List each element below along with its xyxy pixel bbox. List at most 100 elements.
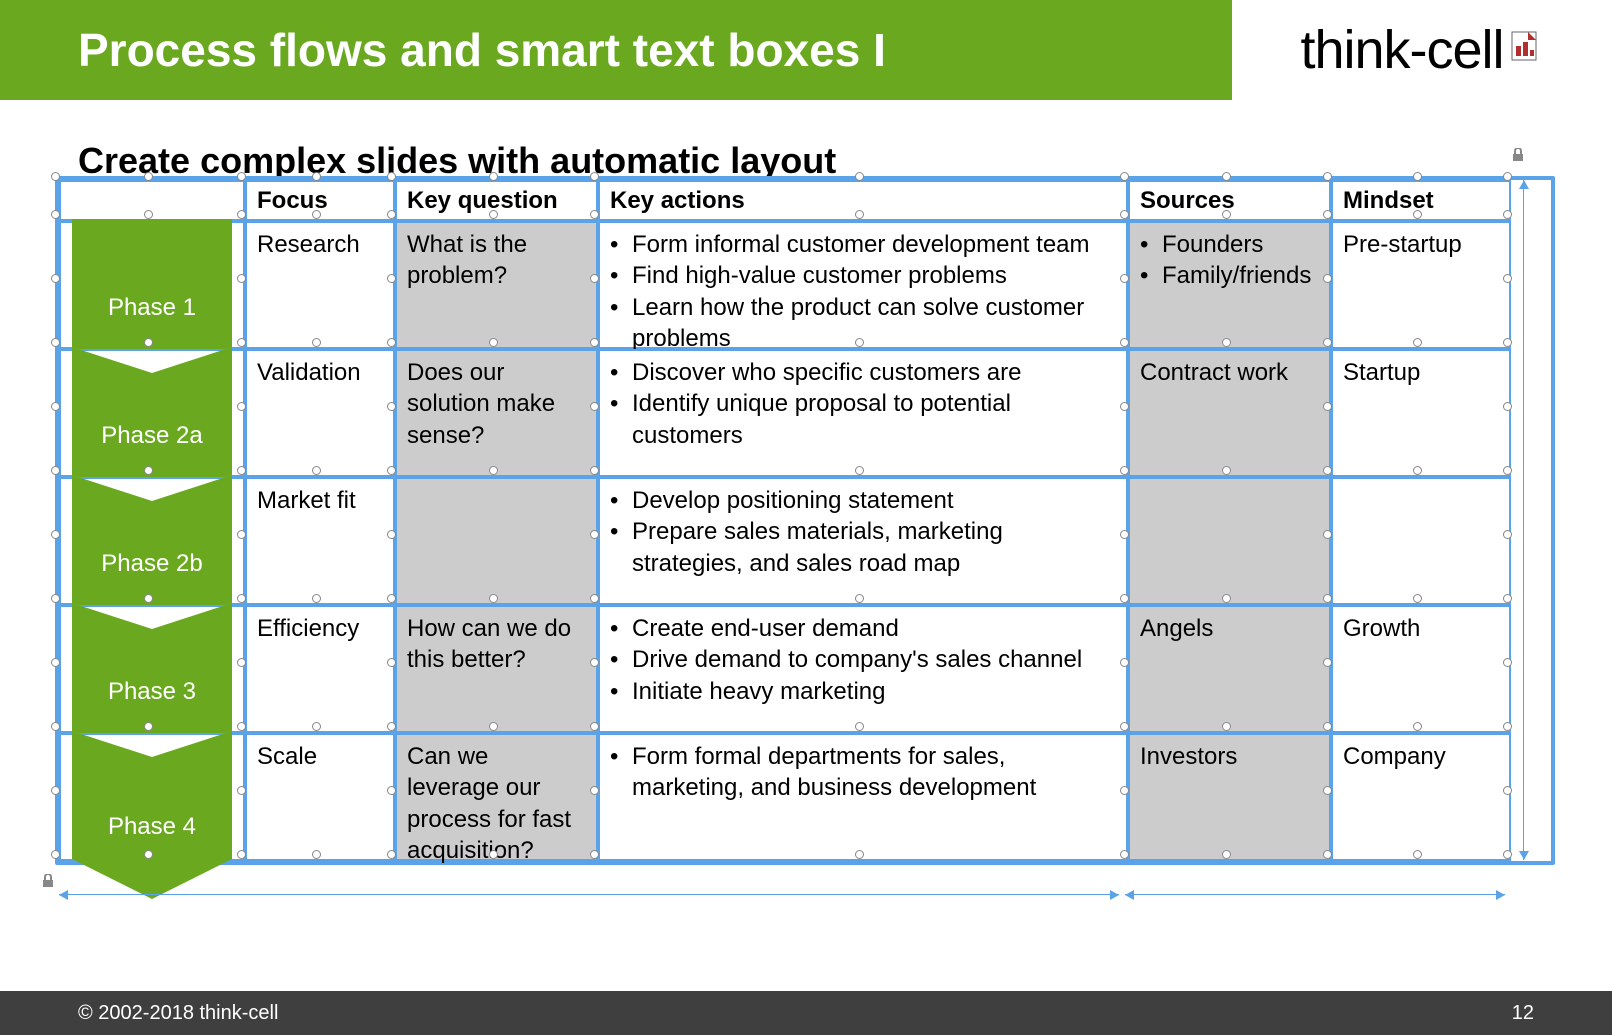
cell-keyq-3[interactable] bbox=[395, 477, 598, 605]
cell-sources-5[interactable]: Investors bbox=[1128, 733, 1331, 861]
selection-handle[interactable] bbox=[1323, 172, 1332, 181]
selection-handle[interactable] bbox=[1503, 274, 1512, 283]
selection-handle[interactable] bbox=[387, 274, 396, 283]
cell-focus-4[interactable]: Efficiency bbox=[245, 605, 395, 733]
cell-mindset-1[interactable]: Pre-startup bbox=[1331, 221, 1511, 349]
cell-keyq-2[interactable]: Does our solution make sense? bbox=[395, 349, 598, 477]
selection-handle[interactable] bbox=[590, 786, 599, 795]
selection-handle[interactable] bbox=[1222, 172, 1231, 181]
selection-handle[interactable] bbox=[144, 338, 153, 347]
selection-handle[interactable] bbox=[387, 594, 396, 603]
selection-handle[interactable] bbox=[1323, 274, 1332, 283]
cell-focus-5[interactable]: Scale bbox=[245, 733, 395, 861]
selection-handle[interactable] bbox=[1503, 402, 1512, 411]
selection-handle[interactable] bbox=[51, 530, 60, 539]
selection-handle[interactable] bbox=[1323, 850, 1332, 859]
selection-handle[interactable] bbox=[237, 786, 246, 795]
selection-handle[interactable] bbox=[489, 172, 498, 181]
selection-handle[interactable] bbox=[1120, 658, 1129, 667]
selection-handle[interactable] bbox=[1120, 850, 1129, 859]
selection-handle[interactable] bbox=[144, 172, 153, 181]
selection-handle[interactable] bbox=[590, 172, 599, 181]
selection-handle[interactable] bbox=[237, 658, 246, 667]
cell-mindset-2[interactable]: Startup bbox=[1331, 349, 1511, 477]
selection-handle[interactable] bbox=[1222, 466, 1231, 475]
selection-handle[interactable] bbox=[489, 210, 498, 219]
selection-handle[interactable] bbox=[1222, 594, 1231, 603]
selection-handle[interactable] bbox=[144, 722, 153, 731]
selection-handle[interactable] bbox=[1503, 850, 1512, 859]
selection-handle[interactable] bbox=[51, 658, 60, 667]
selection-handle[interactable] bbox=[590, 530, 599, 539]
selection-handle[interactable] bbox=[312, 850, 321, 859]
selection-handle[interactable] bbox=[489, 850, 498, 859]
selection-handle[interactable] bbox=[237, 338, 246, 347]
lock-handle-icon[interactable] bbox=[41, 874, 55, 888]
horizontal-ruler-right[interactable] bbox=[1125, 894, 1505, 908]
selection-handle[interactable] bbox=[1323, 210, 1332, 219]
selection-handle[interactable] bbox=[590, 338, 599, 347]
selection-handle[interactable] bbox=[1120, 172, 1129, 181]
selection-handle[interactable] bbox=[387, 172, 396, 181]
selection-handle[interactable] bbox=[312, 722, 321, 731]
cell-mindset-4[interactable]: Growth bbox=[1331, 605, 1511, 733]
selection-handle[interactable] bbox=[1503, 658, 1512, 667]
cell-focus-3[interactable]: Market fit bbox=[245, 477, 395, 605]
selection-handle[interactable] bbox=[51, 210, 60, 219]
selection-handle[interactable] bbox=[51, 402, 60, 411]
selection-handle[interactable] bbox=[1413, 172, 1422, 181]
selection-handle[interactable] bbox=[237, 274, 246, 283]
phase-cell-1[interactable]: Phase 1 bbox=[59, 221, 245, 349]
selection-handle[interactable] bbox=[387, 658, 396, 667]
selection-handle[interactable] bbox=[590, 402, 599, 411]
selection-handle[interactable] bbox=[144, 850, 153, 859]
selection-handle[interactable] bbox=[387, 210, 396, 219]
selection-handle[interactable] bbox=[489, 594, 498, 603]
selection-handle[interactable] bbox=[1120, 274, 1129, 283]
selection-handle[interactable] bbox=[387, 530, 396, 539]
selection-handle[interactable] bbox=[590, 658, 599, 667]
selection-handle[interactable] bbox=[1323, 402, 1332, 411]
selection-handle[interactable] bbox=[144, 466, 153, 475]
selection-handle[interactable] bbox=[387, 722, 396, 731]
selection-handle[interactable] bbox=[489, 722, 498, 731]
selection-handle[interactable] bbox=[855, 210, 864, 219]
selection-handle[interactable] bbox=[1503, 172, 1512, 181]
selection-handle[interactable] bbox=[387, 850, 396, 859]
selection-handle[interactable] bbox=[855, 850, 864, 859]
selection-handle[interactable] bbox=[1503, 210, 1512, 219]
selection-handle[interactable] bbox=[312, 172, 321, 181]
selection-handle[interactable] bbox=[855, 466, 864, 475]
selection-handle[interactable] bbox=[237, 172, 246, 181]
selection-handle[interactable] bbox=[1323, 658, 1332, 667]
selection-handle[interactable] bbox=[237, 722, 246, 731]
selection-handle[interactable] bbox=[1120, 338, 1129, 347]
selection-handle[interactable] bbox=[590, 594, 599, 603]
cell-sources-2[interactable]: Contract work bbox=[1128, 349, 1331, 477]
selection-handle[interactable] bbox=[1120, 466, 1129, 475]
selection-handle[interactable] bbox=[237, 594, 246, 603]
selection-handle[interactable] bbox=[1222, 722, 1231, 731]
selection-handle[interactable] bbox=[1120, 402, 1129, 411]
cell-actions-3[interactable]: Develop positioning statement Prepare sa… bbox=[598, 477, 1128, 605]
selection-handle[interactable] bbox=[51, 850, 60, 859]
selection-handle[interactable] bbox=[1413, 850, 1422, 859]
selection-handle[interactable] bbox=[312, 210, 321, 219]
selection-handle[interactable] bbox=[51, 274, 60, 283]
lock-handle-icon[interactable] bbox=[1511, 148, 1525, 162]
cell-focus-1[interactable]: Research bbox=[245, 221, 395, 349]
chevron-phase-4[interactable]: Phase 4 bbox=[72, 731, 232, 899]
selection-handle[interactable] bbox=[1222, 850, 1231, 859]
selection-handle[interactable] bbox=[855, 338, 864, 347]
cell-mindset-5[interactable]: Company bbox=[1331, 733, 1511, 861]
selection-handle[interactable] bbox=[1120, 530, 1129, 539]
selection-handle[interactable] bbox=[1222, 210, 1231, 219]
cell-keyq-1[interactable]: What is the problem? bbox=[395, 221, 598, 349]
selection-handle[interactable] bbox=[144, 594, 153, 603]
selection-handle[interactable] bbox=[51, 172, 60, 181]
selection-handle[interactable] bbox=[237, 210, 246, 219]
selection-handle[interactable] bbox=[237, 850, 246, 859]
cell-mindset-3[interactable] bbox=[1331, 477, 1511, 605]
selection-handle[interactable] bbox=[1413, 210, 1422, 219]
cell-actions-1[interactable]: Form informal customer development team … bbox=[598, 221, 1128, 349]
